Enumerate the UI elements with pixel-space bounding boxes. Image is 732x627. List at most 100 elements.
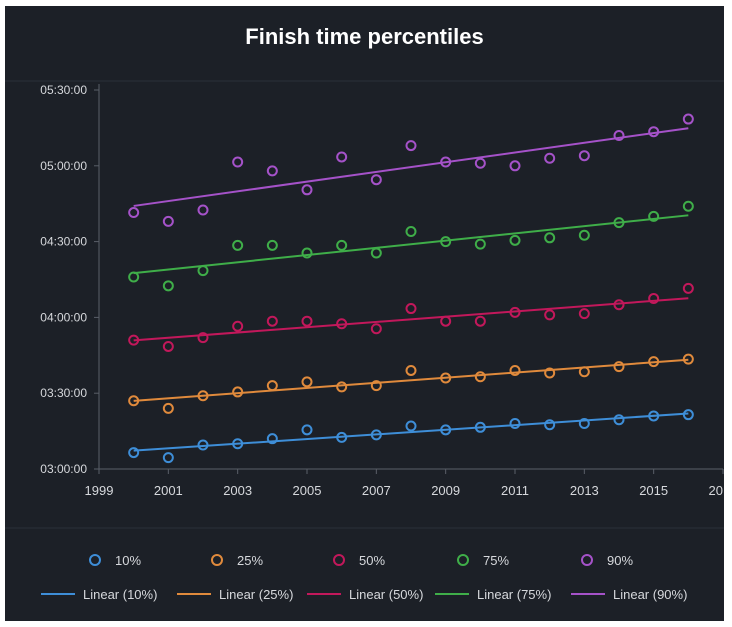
- y-tick-label: 03:00:00: [40, 462, 87, 476]
- data-point-50pct: [336, 318, 348, 330]
- data-point-10pct: [370, 429, 382, 441]
- data-point-90pct: [440, 156, 452, 168]
- circle-marker-icon: [457, 554, 469, 566]
- line-marker-icon: [435, 593, 469, 595]
- legend-item-trendline-10pct: Linear (10%): [41, 582, 157, 606]
- data-point-50pct: [578, 308, 590, 320]
- data-point-25pct: [613, 361, 625, 373]
- x-tick-label: 2007: [362, 483, 391, 498]
- data-point-75pct: [266, 239, 278, 251]
- line-marker-icon: [571, 593, 605, 595]
- data-point-25pct: [440, 372, 452, 384]
- data-point-10pct: [266, 433, 278, 445]
- data-point-10pct: [336, 431, 348, 443]
- y-tick-label: 05:30:00: [40, 83, 87, 97]
- legend-item-trendline-90pct: Linear (90%): [571, 582, 687, 606]
- data-point-10pct: [301, 424, 313, 436]
- x-tick-label: 2005: [293, 483, 322, 498]
- data-point-90pct: [578, 150, 590, 162]
- data-point-90pct: [474, 157, 486, 169]
- data-point-50pct: [682, 282, 694, 294]
- data-point-25pct: [128, 395, 140, 407]
- data-point-25pct: [162, 402, 174, 414]
- chart-frame: Finish time percentiles 05:30:00 05:00:00…: [5, 6, 724, 621]
- data-point-25pct: [509, 364, 521, 376]
- data-point-50pct: [370, 323, 382, 335]
- data-point-90pct: [128, 207, 140, 219]
- data-point-10pct: [197, 439, 209, 451]
- legend-item-trendline-25pct: Linear (25%): [177, 582, 293, 606]
- data-point-75pct: [509, 234, 521, 246]
- legend-item-10pct: 10%: [89, 548, 141, 572]
- trendline-50pct: [133, 297, 689, 342]
- data-point-25pct: [370, 380, 382, 392]
- data-point-50pct: [440, 315, 452, 327]
- data-point-90pct: [682, 113, 694, 125]
- data-point-75pct: [301, 247, 313, 259]
- data-point-25pct: [682, 353, 694, 365]
- data-point-90pct: [232, 156, 244, 168]
- data-point-10pct: [613, 414, 625, 426]
- data-point-25pct: [544, 367, 556, 379]
- data-point-90pct: [405, 140, 417, 152]
- chart-title: Finish time percentiles: [245, 24, 484, 49]
- x-tick-label: 2013: [570, 483, 599, 498]
- plot-area: 05:30:00 05:00:00 04:30:00 04:00:00 03:30:00…: [5, 80, 724, 529]
- data-point-50pct: [648, 292, 660, 304]
- x-tick-label: 2003: [223, 483, 252, 498]
- legend-label: 50%: [359, 552, 386, 568]
- data-point-10pct: [162, 452, 174, 464]
- data-point-75pct: [474, 238, 486, 250]
- data-point-10pct: [232, 438, 244, 450]
- x-tick-label: 1999: [85, 483, 114, 498]
- data-point-90pct: [509, 160, 521, 172]
- data-point-75pct: [197, 265, 209, 277]
- data-point-90pct: [544, 152, 556, 164]
- data-point-10pct: [578, 418, 590, 430]
- data-point-25pct: [197, 390, 209, 402]
- line-marker-icon: [41, 593, 75, 595]
- data-point-25pct: [266, 380, 278, 392]
- data-point-90pct: [197, 204, 209, 216]
- data-point-75pct: [648, 210, 660, 222]
- y-tick-label: 04:30:00: [40, 235, 87, 249]
- legend-item-trendline-75pct: Linear (75%): [435, 582, 551, 606]
- legend-label: Linear (25%): [219, 586, 294, 602]
- x-tick-label: 2011: [501, 483, 529, 498]
- line-marker-icon: [177, 593, 211, 595]
- data-point-75pct: [405, 225, 417, 237]
- y-tick-label: 04:00:00: [40, 310, 87, 324]
- x-tick-label: 2009: [431, 483, 460, 498]
- data-point-10pct: [440, 424, 452, 436]
- circle-marker-icon: [333, 554, 345, 566]
- legend-item-75pct: 75%: [457, 548, 509, 572]
- legend-item-25pct: 25%: [211, 548, 263, 572]
- legend-label: 25%: [237, 552, 264, 568]
- legend-item-90pct: 90%: [581, 548, 633, 572]
- circle-marker-icon: [581, 554, 593, 566]
- trendline-75pct: [133, 214, 689, 275]
- x-tick-label: 2015: [639, 483, 668, 498]
- data-point-50pct: [266, 315, 278, 327]
- data-point-50pct: [301, 315, 313, 327]
- x-tick-label: 2017: [709, 483, 724, 498]
- legend-label: Linear (75%): [477, 586, 552, 602]
- legend-item-trendline-50pct: Linear (50%): [307, 582, 423, 606]
- data-point-75pct: [336, 239, 348, 251]
- data-point-50pct: [544, 309, 556, 321]
- data-point-10pct: [474, 421, 486, 433]
- data-point-90pct: [648, 126, 660, 138]
- legend-trendlines-row: Linear (10%) Linear (25%) Linear (50%) Line…: [5, 582, 724, 606]
- data-point-50pct: [613, 299, 625, 311]
- legend-item-50pct: 50%: [333, 548, 385, 572]
- data-point-90pct: [301, 184, 313, 196]
- data-point-25pct: [336, 381, 348, 393]
- data-point-25pct: [301, 376, 313, 388]
- circle-marker-icon: [211, 554, 223, 566]
- data-point-90pct: [162, 215, 174, 227]
- line-marker-icon: [307, 593, 341, 595]
- data-point-25pct: [405, 364, 417, 376]
- data-point-75pct: [128, 271, 140, 283]
- legend-label: 10%: [115, 552, 142, 568]
- data-point-10pct: [682, 409, 694, 421]
